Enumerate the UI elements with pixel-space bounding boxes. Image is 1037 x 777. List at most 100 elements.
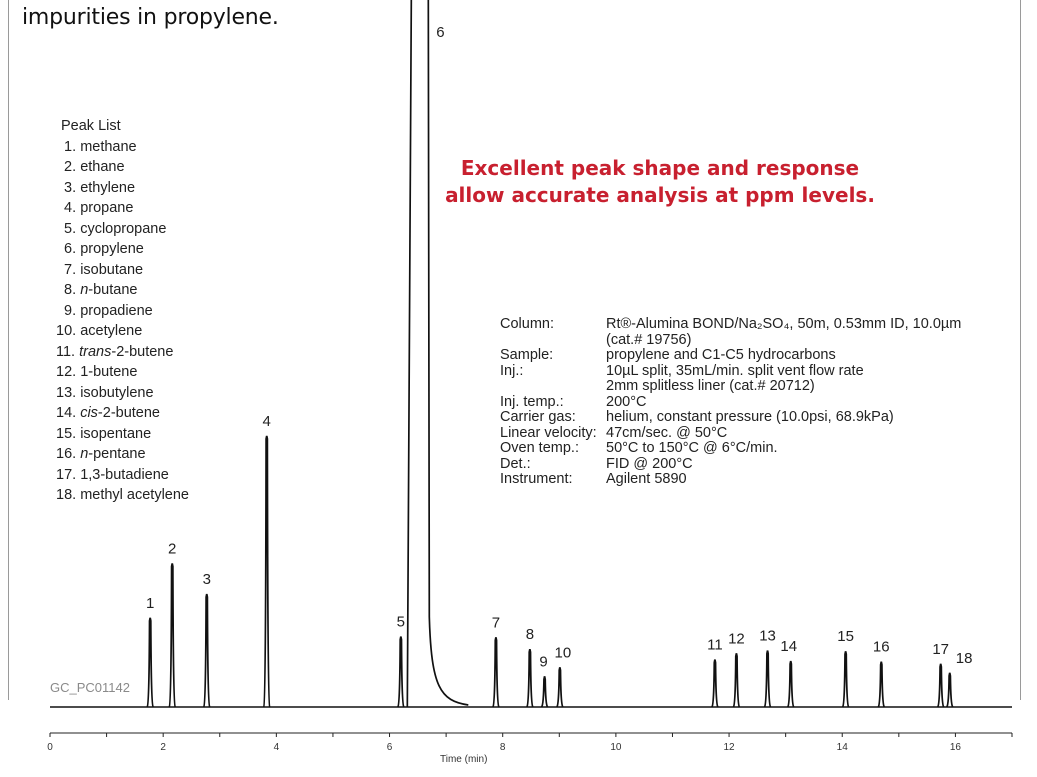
peak-label: 6 <box>436 24 444 41</box>
peaks-layer <box>50 0 1012 708</box>
condition-value: 47cm/sec. @ 50°C <box>606 424 728 441</box>
x-axis: 0 2 4 6 8 10 12 14 16 <box>47 732 1013 753</box>
callout-line-1: Excellent peak shape and response <box>460 156 860 180</box>
peak-list-item: 16. n-pentane <box>56 444 189 465</box>
peak-number: 5. <box>56 220 81 237</box>
peak-label: 1 <box>146 595 154 612</box>
peak-name: -2-butene <box>111 343 174 360</box>
peak-number: 7. <box>56 261 81 278</box>
condition-row: Oven temp.: 50°C to 150°C @ 6°C/min. <box>500 440 961 457</box>
peak-label: 4 <box>263 413 271 430</box>
peak-number: 2. <box>56 159 81 175</box>
condition-value: helium, constant pressure (10.0psi, 68.9… <box>606 409 894 425</box>
condition-row: Sample: propylene and C1-C5 hydrocarbons <box>500 347 961 364</box>
chromatogram-peak <box>262 435 271 708</box>
chromatogram-peak <box>202 593 211 708</box>
peak-list-item: 17. 1,3-butadiene <box>56 465 189 486</box>
peak-list: Peak List 1. methane 2. ethane 3. ethyle… <box>56 116 189 506</box>
callout-line-2: allow accurate analysis at ppm levels. <box>445 183 875 207</box>
peak-name: methane <box>80 138 137 155</box>
condition-key: Inj.: <box>500 362 524 379</box>
conditions-table: Column: Rt®-Alumina BOND/Na₂SO₄, 50m, 0.5… <box>500 316 962 488</box>
figure-code: GC_PC01142 <box>50 680 130 695</box>
peak-name: -2-butene <box>97 405 160 421</box>
peak-name: propylene <box>80 241 144 257</box>
peak-number: 18. <box>56 487 81 503</box>
peak-name-italic: n <box>80 282 89 298</box>
condition-key: Oven temp.: <box>500 440 579 456</box>
condition-value: 10µL split, 35mL/min. split vent flow ra… <box>606 362 864 379</box>
peak-label: 14 <box>780 638 797 655</box>
x-tick-label: 16 <box>950 742 962 753</box>
chromatogram-peak <box>877 661 886 708</box>
callout-text: Excellent peak shape and response allow … <box>430 155 890 209</box>
peak-name: 1,3-butadiene <box>80 466 169 483</box>
peak-label: 10 <box>555 644 572 661</box>
peak-label: 2 <box>168 540 176 557</box>
x-tick-label: 8 <box>500 742 506 753</box>
peak-list-item: 7. isobutane <box>56 260 189 281</box>
peak-list-item: 2. ethane <box>56 157 189 178</box>
chromatogram-peak <box>396 636 405 708</box>
condition-value: 2mm splitless liner (cat.# 20712) <box>606 378 815 394</box>
peak-label: 11 <box>707 637 723 654</box>
x-tick-label: 4 <box>274 742 280 753</box>
chromatogram-peak <box>168 563 177 708</box>
condition-value: 200°C <box>606 393 647 410</box>
peak-name: propadiene <box>80 302 153 319</box>
peak-label: 8 <box>526 626 534 643</box>
condition-row: Inj.: 10µL split, 35mL/min. split vent fl… <box>500 362 961 395</box>
peak-label: 15 <box>837 628 854 645</box>
peak-name: propane <box>80 200 134 216</box>
peak-list-item: 9. propadiene <box>56 301 189 322</box>
x-tick-label: 10 <box>610 742 622 753</box>
chromatogram-peak <box>540 676 549 708</box>
condition-key: Inj. temp.: <box>500 393 564 410</box>
peak-label: 17 <box>932 641 949 658</box>
chromatogram-peak <box>786 660 795 708</box>
peak-label: 3 <box>203 571 211 588</box>
condition-value: Rt®-Alumina BOND/Na₂SO₄, 50m, 0.53mm ID,… <box>606 316 962 332</box>
peak-name: isobutane <box>80 261 144 278</box>
condition-key: Column: <box>500 316 554 332</box>
peak-number: 4. <box>56 200 81 216</box>
peak-label: 18 <box>956 650 973 667</box>
chromatogram-peak <box>936 663 945 708</box>
peak-label: 9 <box>539 653 547 670</box>
peak-number: 3. <box>56 179 81 196</box>
peak-number: 10. <box>56 323 81 339</box>
chromatogram-peak <box>556 667 564 708</box>
peak-label: 7 <box>492 614 500 631</box>
condition-key: Sample: <box>500 347 554 363</box>
chromatogram-peak <box>406 0 469 708</box>
condition-value: propylene and C1-C5 hydrocarbons <box>606 347 836 363</box>
chromatogram-peak <box>526 648 534 708</box>
peak-name: ethane <box>80 159 125 175</box>
chromatogram-peak <box>945 672 954 708</box>
condition-value: 50°C to 150°C @ 6°C/min. <box>606 440 778 456</box>
condition-row: Inj. temp.: 200°C <box>500 393 961 411</box>
peak-number: 16. <box>56 446 81 462</box>
peak-label: 16 <box>873 639 890 656</box>
condition-key: Det.: <box>500 455 531 472</box>
x-axis-label: Time (min) <box>440 754 488 765</box>
chromatogram-peak <box>492 637 500 708</box>
peak-name: isobutylene <box>80 384 154 401</box>
peak-number: 1. <box>56 138 81 155</box>
page-title: impurities in propylene. <box>22 5 279 30</box>
peak-number: 8. <box>56 282 81 298</box>
peak-list-item: 18. methyl acetylene <box>56 485 189 506</box>
peak-number: 11. <box>56 343 80 360</box>
frame-right-border <box>1020 0 1021 700</box>
peak-number: 9. <box>56 302 81 319</box>
condition-row: Linear velocity: 47cm/sec. @ 50°C <box>500 424 961 442</box>
x-tick-label: 14 <box>837 742 849 753</box>
peak-list-item: 14. cis-2-butene <box>56 403 189 424</box>
condition-value: Agilent 5890 <box>606 471 687 487</box>
chromatogram-peak <box>711 659 719 708</box>
peak-name: 1-butene <box>80 364 138 380</box>
peak-number: 15. <box>56 425 81 442</box>
peak-list-item: 6. propylene <box>56 239 189 260</box>
peak-number: 6. <box>56 241 81 257</box>
